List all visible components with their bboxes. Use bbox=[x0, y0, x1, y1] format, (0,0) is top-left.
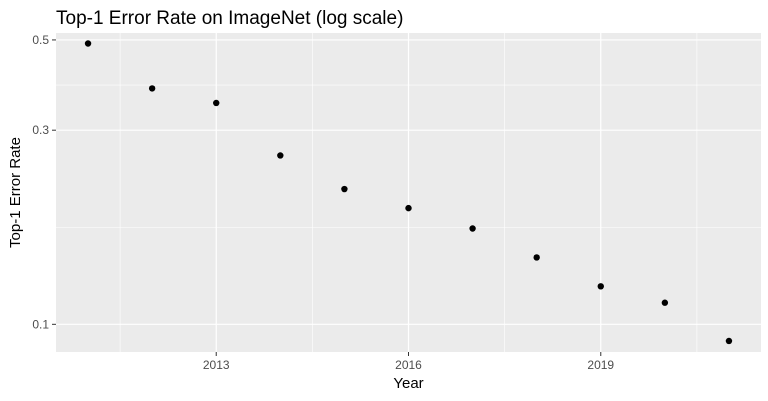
data-point bbox=[661, 299, 669, 306]
data-point bbox=[405, 204, 412, 212]
data-point bbox=[469, 225, 476, 232]
x-tick-label: 2013 bbox=[203, 358, 230, 372]
data-points bbox=[84, 40, 733, 345]
data-point bbox=[277, 152, 284, 159]
y-axis-title: Top-1 Error Rate bbox=[7, 137, 24, 248]
chart-title: Top-1 Error Rate on ImageNet (log scale) bbox=[56, 8, 403, 29]
data-point bbox=[84, 40, 92, 47]
data-point bbox=[725, 337, 733, 345]
x-axis-ticks: 2013 2016 2019 bbox=[203, 352, 614, 372]
data-point bbox=[148, 85, 156, 92]
y-tick-label: 0.3 bbox=[32, 123, 49, 137]
data-point bbox=[533, 254, 540, 261]
data-point bbox=[341, 185, 348, 193]
x-axis-title: Year bbox=[393, 375, 423, 392]
y-tick-label: 0.1 bbox=[32, 317, 49, 331]
y-axis-ticks: 0.1 0.3 0.5 bbox=[32, 33, 56, 331]
data-point bbox=[597, 283, 604, 290]
x-tick-label: 2016 bbox=[395, 358, 422, 372]
y-tick-label: 0.5 bbox=[32, 33, 49, 47]
grid-lines bbox=[56, 33, 761, 352]
data-point bbox=[213, 99, 220, 107]
x-tick-label: 2019 bbox=[587, 358, 614, 372]
